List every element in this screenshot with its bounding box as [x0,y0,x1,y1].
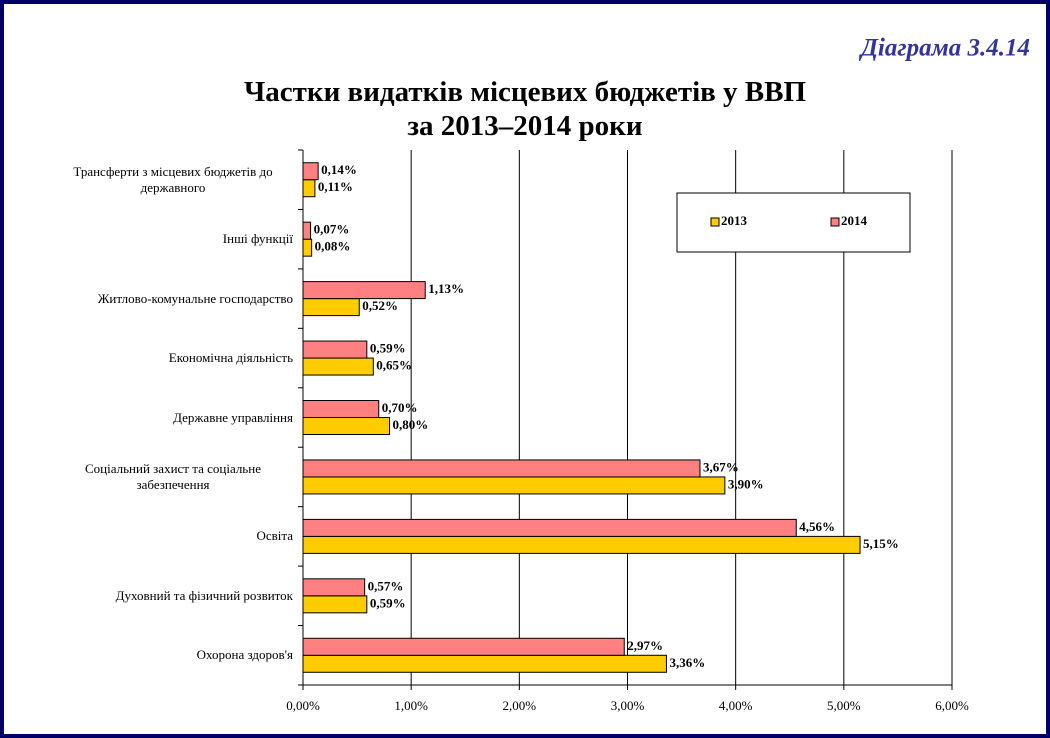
y-tick-label: Житлово-комунальне господарство [97,290,293,306]
y-tick-label-box: Інші функції [53,231,293,247]
data-label: 0,52% [362,298,398,313]
y-tick-label-box: Житлово-комунальне господарство [53,291,293,307]
bar [302,400,380,418]
y-tick-label-box: Духовний та фізичний розвиток [53,588,293,604]
legend-swatch [710,217,720,227]
y-tick-label: Соціальний захист та соціальне забезпече… [85,460,261,492]
data-label: 0,59% [370,341,406,356]
data-label: 0,08% [315,239,351,254]
y-tick-label: Трансферти з місцевих бюджетів до держав… [73,163,273,195]
chart: Діаграма 3.4.14 0,00% 1,00% 2,00% 3,00% 4,00… [286,35,1030,713]
x-tick-label: 5,00% [827,698,861,713]
data-label: 0,59% [370,595,406,610]
data-label: 0,14% [321,162,357,177]
bar [302,281,426,300]
bar [302,238,313,257]
data-label: 0,80% [393,417,429,432]
x-tick-label: 4,00% [719,698,753,713]
bar [302,357,374,376]
y-tick-label: Економічна діяльність [168,350,293,366]
y-tick-label: Охорона здоров'я [196,647,293,663]
bar [302,637,625,656]
y-tick-label: Інші функції [222,231,293,247]
chart-title: за 2013–2014 роки [407,110,643,142]
y-tick-label: Державне управління [173,409,293,425]
data-label: 0,65% [376,358,412,373]
legend-label: 2014 [841,213,868,228]
y-tick-label: Освіта [256,528,293,544]
x-tick-label: 2,00% [503,698,537,713]
y-tick-label-box: Трансферти з місцевих бюджетів до держав… [53,164,293,196]
data-label: 3,67% [703,459,739,474]
annotation: Діаграма 3.4.14 [859,35,1030,62]
x-tick-label: 6,00% [935,698,969,713]
x-tick-label: 3,00% [611,698,645,713]
bar [302,298,360,317]
bar [302,535,861,554]
bar [302,578,366,597]
data-label: 5,15% [863,536,899,551]
data-label: 0,70% [382,400,418,415]
y-tick-label: Духовний та фізичний розвиток [115,587,293,603]
y-tick-label-box: Соціальний захист та соціальне забезпече… [53,461,293,493]
bar [302,654,667,673]
bar [302,162,319,181]
bar [302,595,368,614]
x-tick-label: 1,00% [394,698,428,713]
legend: 2013 2014 [676,192,911,253]
data-label: 0,07% [314,222,350,237]
chart-title: Частки видатків місцевих бюджетів у ВВП [243,76,807,108]
bar [302,221,312,240]
y-tick-label-box: Охорона здоров'я [53,647,293,663]
y-tick-label-box: Економічна діяльність [53,350,293,366]
bar [302,340,368,359]
legend-swatch [830,217,840,227]
bar [302,518,797,537]
bar [302,417,391,435]
bar [302,459,701,478]
x-tick-label: 0,00% [286,698,320,713]
data-label: 0,57% [368,578,404,593]
bar [302,476,726,495]
legend-label: 2013 [721,213,748,228]
y-tick-label-box: Державне управління [53,410,293,426]
bar [302,179,316,198]
data-label: 1,13% [428,281,464,296]
data-label: 4,56% [799,519,835,534]
data-label: 3,36% [669,655,705,670]
y-tick-label-box: Освіта [53,528,293,544]
data-label: 0,11% [318,179,353,194]
data-label: 2,97% [627,638,663,653]
data-label: 3,90% [728,476,764,491]
